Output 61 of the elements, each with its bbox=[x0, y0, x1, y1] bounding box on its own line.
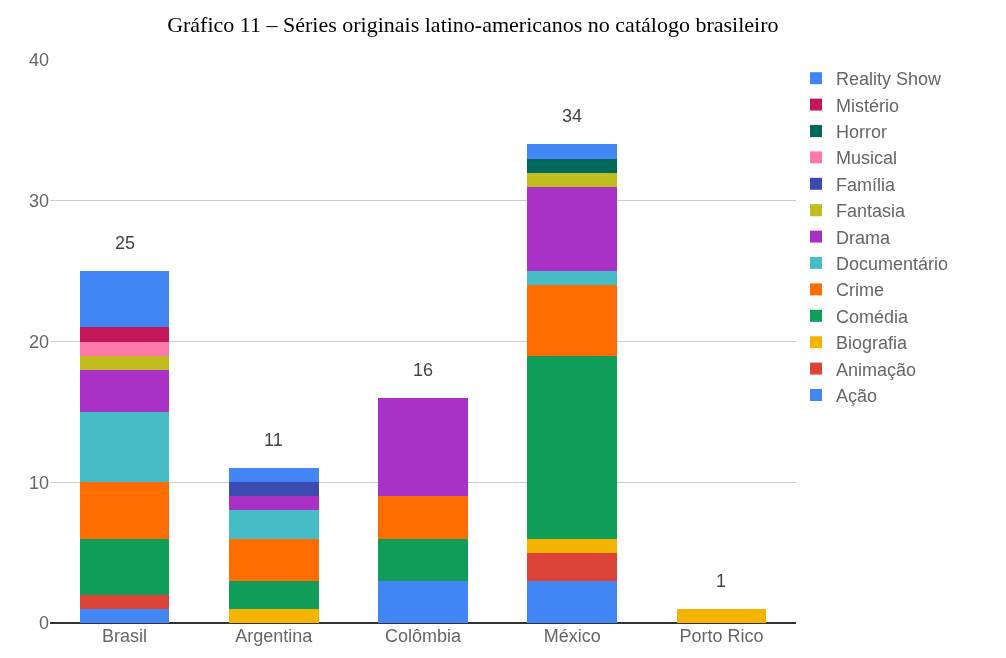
total-label: 25 bbox=[115, 233, 136, 253]
bar bbox=[79, 608, 170, 623]
legend-label: Ação bbox=[836, 386, 878, 407]
bar bbox=[229, 468, 319, 483]
bar bbox=[229, 510, 319, 539]
y-tick-label: 40 bbox=[28, 50, 49, 71]
bar bbox=[378, 496, 468, 539]
legend-label: Comédia bbox=[836, 306, 910, 327]
bar bbox=[527, 172, 617, 187]
legend-label: Mistério bbox=[836, 95, 900, 116]
bar bbox=[527, 158, 617, 173]
legend-label: Fantasia bbox=[836, 201, 907, 222]
bar bbox=[378, 397, 468, 497]
bar bbox=[378, 580, 468, 623]
legend-label: Família bbox=[836, 174, 896, 195]
total-label: 11 bbox=[264, 430, 283, 450]
bar bbox=[79, 594, 170, 609]
bar bbox=[79, 271, 170, 328]
x-tick-label: México bbox=[543, 626, 601, 646]
x-tick-label: Brasil bbox=[102, 626, 148, 646]
legend-label: Documentário bbox=[836, 254, 949, 275]
bar bbox=[527, 355, 617, 539]
bar bbox=[79, 411, 170, 483]
bar bbox=[527, 552, 617, 581]
legend-label: Drama bbox=[836, 227, 891, 248]
chart-title: Gráfico 11 – Séries originais latino-americanos no catálogo brasileiro bbox=[167, 11, 779, 37]
y-tick-label: 0 bbox=[38, 613, 49, 634]
bar bbox=[378, 538, 468, 581]
y-tick-label: 20 bbox=[28, 331, 49, 352]
bar bbox=[676, 608, 767, 623]
total-label: 1 bbox=[716, 571, 727, 591]
legend-label: Animação bbox=[836, 359, 917, 380]
bar bbox=[79, 355, 170, 370]
legend-label: Musical bbox=[836, 148, 898, 169]
bar bbox=[527, 144, 617, 159]
x-tick-label: Porto Rico bbox=[679, 626, 764, 646]
bar bbox=[229, 496, 319, 511]
legend-label: Crime bbox=[836, 280, 884, 301]
bar bbox=[229, 608, 319, 623]
bar bbox=[527, 285, 617, 356]
bar bbox=[527, 271, 617, 286]
legend-label: Biografia bbox=[836, 333, 909, 354]
y-tick-label: 30 bbox=[28, 191, 49, 212]
bar bbox=[229, 580, 319, 609]
x-tick-label: Colômbia bbox=[384, 626, 462, 646]
bar bbox=[79, 327, 170, 342]
total-label: 16 bbox=[413, 360, 434, 380]
total-label: 34 bbox=[562, 106, 583, 126]
bar bbox=[527, 580, 617, 623]
legend-label: Horror bbox=[836, 122, 888, 143]
bar bbox=[79, 341, 170, 356]
bar bbox=[229, 538, 319, 581]
bar bbox=[527, 538, 617, 553]
bar bbox=[527, 186, 617, 272]
bar bbox=[79, 538, 170, 595]
legend-label: Reality Show bbox=[836, 69, 943, 90]
y-tick-label: 10 bbox=[28, 472, 49, 493]
bar bbox=[229, 482, 319, 497]
x-tick-label: Argentina bbox=[235, 626, 314, 646]
bar bbox=[79, 369, 170, 412]
bar bbox=[79, 482, 170, 539]
